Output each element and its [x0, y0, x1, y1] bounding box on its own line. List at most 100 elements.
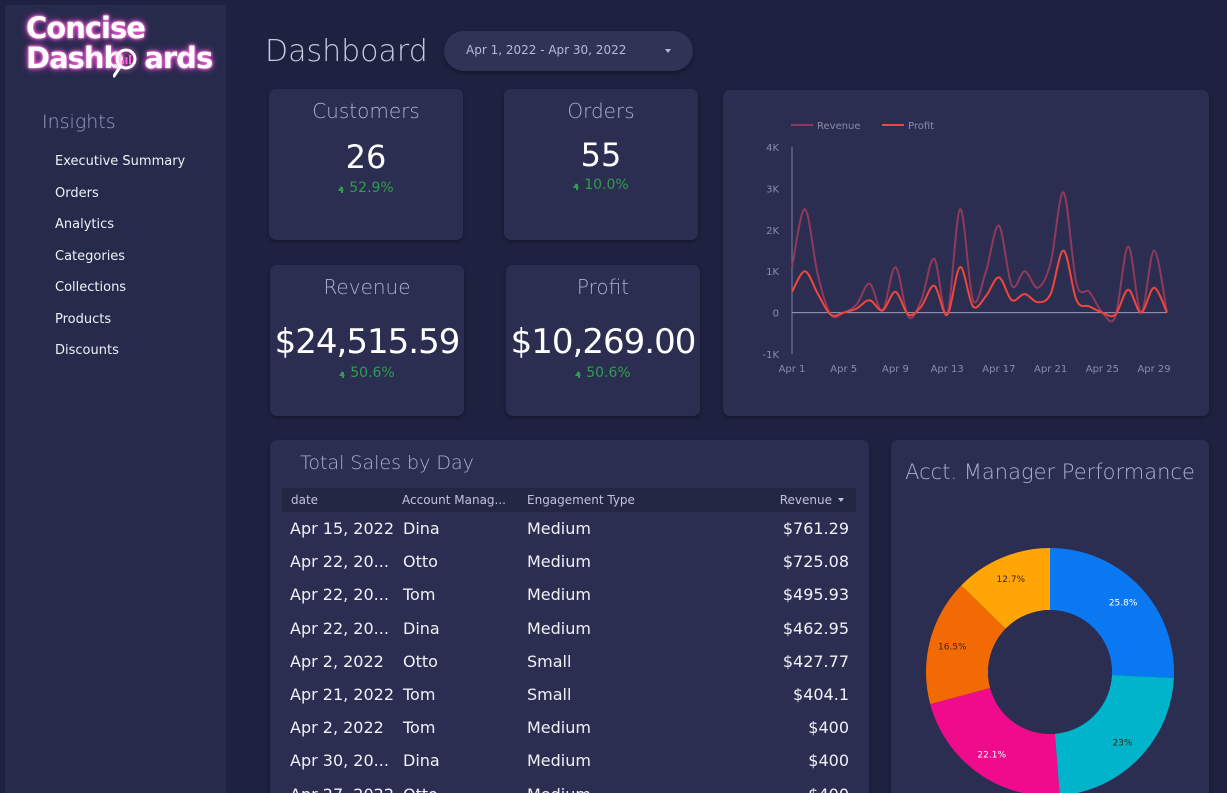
kpi-label: Profit: [576, 275, 630, 299]
nav-item-executive-summary[interactable]: Executive Summary: [55, 154, 186, 169]
y-tick-label: 1K: [766, 267, 779, 278]
x-tick-label: Apr 5: [830, 364, 857, 375]
cell-account-manager: Tom: [403, 685, 436, 704]
x-tick-label: Apr 9: [882, 364, 909, 375]
table-row[interactable]: Apr 22, 20... Otto Medium $725.08: [282, 546, 856, 579]
series-line-profit: [791, 249, 1168, 318]
logo-text-line1: Concise: [26, 11, 146, 45]
column-header-account-manager[interactable]: Account Manag...: [402, 493, 506, 507]
cell-revenue: $400: [808, 718, 849, 738]
cell-date: Apr 15, 2022: [290, 519, 395, 538]
kpi-label: Revenue: [323, 275, 411, 299]
y-tick-label: 3K: [766, 184, 779, 195]
pie-chart-svg: 25.8% 23% 22.1% 16.5% 12.7%: [926, 548, 1174, 793]
y-tick-label: 2K: [766, 226, 779, 237]
table-row[interactable]: Apr 22, 20... Tom Medium $495.93: [282, 579, 856, 612]
table-row[interactable]: Apr 21, 2022 Tom Small $404.1: [282, 679, 856, 712]
column-header-revenue[interactable]: Revenue: [780, 493, 844, 507]
kpi-label: Customers: [312, 99, 420, 123]
column-header-engagement-type[interactable]: Engagement Type: [527, 493, 635, 507]
kpi-profit: Profit $10,269.00 50.6%: [506, 265, 700, 416]
cell-engagement-type: Medium: [527, 552, 591, 572]
pie-slice-label: 16.5%: [938, 642, 967, 652]
nav-item-categories[interactable]: Categories: [55, 248, 126, 264]
cell-engagement-type: Medium: [527, 751, 591, 771]
table-row[interactable]: Apr 22, 20... Dina Medium $462.95: [282, 613, 856, 646]
nav-item-analytics[interactable]: Analytics: [55, 217, 115, 232]
cell-engagement-type: Medium: [527, 718, 591, 738]
kpi-revenue: Revenue $24,515.59 50.6%: [270, 265, 464, 416]
logo[interactable]: Concise Dashb ards: [26, 13, 216, 79]
pie-slice-1[interactable]: [1050, 548, 1174, 679]
pie-slice-3[interactable]: [930, 688, 1060, 793]
pie-title-text: Acct. Manager Performance: [905, 460, 1195, 484]
cell-revenue: $404.1: [793, 685, 849, 704]
cell-revenue: $462.95: [782, 618, 849, 638]
chevron-down-icon: [665, 49, 671, 53]
kpi-delta-value: 50.6%: [350, 365, 395, 381]
nav-item-products[interactable]: Products: [55, 311, 112, 327]
kpi-customers: Customers 26 52.9%: [269, 89, 463, 240]
nav-item-collections[interactable]: Collections: [55, 280, 127, 295]
cell-revenue: $725.08: [782, 552, 849, 572]
kpi-delta-value: 52.9%: [349, 180, 394, 196]
arrow-up-stem: [341, 187, 344, 193]
x-tick-label: Apr 13: [931, 364, 964, 375]
cell-account-manager: Otto: [403, 552, 438, 572]
logo-text-part-a: Dashb: [26, 41, 124, 75]
column-header-date[interactable]: date: [291, 493, 319, 507]
nav-list: Executive Summary Orders Analytics Categ…: [55, 149, 185, 370]
kpi-label: Orders: [567, 99, 635, 123]
acct-manager-pie-card: Acct. Manager Performance 25.8% 23% 22.1% 1…: [891, 440, 1209, 793]
cell-engagement-type: Medium: [527, 785, 591, 793]
table-row[interactable]: Apr 2, 2022 Tom Medium $400: [282, 712, 856, 745]
table-row[interactable]: Apr 2, 2022 Otto Small $427.77: [282, 646, 856, 679]
cell-date: Apr 30, 20...: [290, 751, 389, 771]
y-tick-label: 0: [773, 309, 779, 320]
pie-title: Acct. Manager Performance: [891, 458, 1209, 487]
magnifier-icon: [113, 48, 137, 78]
kpi-value: $10,269.00: [510, 322, 697, 362]
x-tick-label: Apr 21: [1034, 364, 1067, 375]
table-header: date Account Manag... Engagement Type Re…: [282, 488, 856, 512]
donut-hole: [988, 610, 1112, 734]
table-row[interactable]: Apr 30, 20... Dina Medium $400: [282, 745, 856, 778]
nav-item-discounts[interactable]: Discounts: [55, 343, 119, 358]
nav-item-orders[interactable]: Orders: [55, 185, 99, 201]
kpi-value: 55: [580, 136, 622, 174]
kpi-delta-value: 50.6%: [586, 365, 631, 381]
cell-date: Apr 2, 2022: [290, 718, 384, 738]
x-tick-label: Apr 25: [1086, 364, 1119, 375]
pie-slice-4[interactable]: [926, 585, 1006, 705]
kpi-delta: 50.6%: [506, 365, 700, 381]
date-range-picker[interactable]: Apr 1, 2022 - Apr 30, 2022: [444, 31, 693, 71]
cell-account-manager: Dina: [403, 618, 440, 638]
pie-slice-2[interactable]: [1054, 675, 1174, 793]
kpi-delta: 50.6%: [270, 365, 464, 381]
cell-engagement-type: Medium: [527, 618, 591, 638]
kpi-delta: 52.9%: [269, 180, 463, 196]
cell-account-manager: Otto: [403, 785, 438, 793]
cell-revenue: $495.93: [782, 585, 849, 605]
series-line-revenue: [791, 191, 1168, 323]
column-header-revenue-label: Revenue: [779, 493, 832, 507]
cell-engagement-type: Small: [527, 651, 572, 671]
y-tick-label: 4K: [766, 143, 779, 154]
date-range-value: Apr 1, 2022 - Apr 30, 2022: [466, 43, 627, 57]
legend-label-revenue: Revenue: [817, 121, 861, 132]
cell-date: Apr 2, 2022: [290, 651, 384, 671]
page-title: Dashboard: [265, 34, 428, 69]
pie-slice-5[interactable]: [961, 548, 1050, 629]
cell-date: Apr 27, 2022: [290, 785, 394, 793]
cell-account-manager: Dina: [403, 751, 440, 771]
cell-revenue: $427.77: [782, 651, 849, 671]
arrow-up-stem: [342, 372, 345, 378]
table-row[interactable]: Apr 15, 2022 Dina Medium $761.29: [282, 513, 856, 546]
table-row[interactable]: Apr 27, 2022 Otto Medium $400: [282, 779, 856, 793]
kpi-orders: Orders 55 10.0%: [504, 89, 698, 240]
nav-heading: Insights: [42, 111, 116, 133]
cell-date: Apr 21, 2022: [290, 685, 395, 704]
x-tick-label: Apr 1: [779, 364, 806, 375]
logo-text-part-b: ards: [144, 41, 213, 75]
